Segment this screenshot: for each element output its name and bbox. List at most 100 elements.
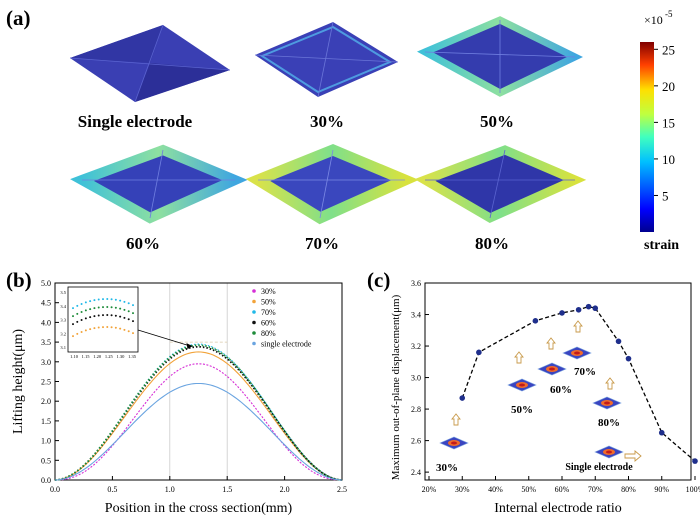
up-arrow-icon — [514, 351, 524, 364]
y-tick-label: 2.5 — [41, 378, 51, 387]
plot-frame — [424, 282, 692, 481]
inset-marker — [102, 314, 104, 317]
inset-x-tick-label: 1.35 — [128, 354, 137, 359]
y-tick-label: 3.4 — [411, 311, 421, 320]
displacement-point — [692, 458, 698, 464]
y-tick-label: 5.0 — [41, 279, 51, 288]
x-tick-label: 100% — [686, 485, 700, 494]
inset-marker — [110, 326, 113, 329]
y-tick-label: 3.6 — [411, 279, 421, 288]
inset-marker — [127, 310, 130, 313]
y-tick-label: 1.0 — [41, 437, 51, 446]
legend-marker — [252, 289, 256, 293]
inset-arrow-head — [186, 343, 193, 350]
y-tick-label: 4.5 — [41, 299, 51, 308]
panel-a-letter: (a) — [6, 6, 31, 30]
inset-marker — [106, 326, 109, 329]
x-tick-label: 50% — [521, 485, 536, 494]
legend-marker — [252, 299, 256, 304]
up-arrow-icon — [573, 320, 583, 333]
y-tick-label: 3.0 — [41, 358, 51, 367]
inset-marker — [106, 306, 109, 309]
legend-label: 70% — [261, 308, 276, 317]
displacement-point — [575, 306, 582, 313]
y-tick-label: 2.6 — [411, 437, 421, 446]
colorbar-tick-label: 10 — [662, 152, 675, 167]
inset-y-tick-label: 3.2 — [60, 331, 66, 336]
colorbar-tick-label: 15 — [662, 115, 675, 130]
y-axis-label: Lifting height(μm) — [11, 329, 26, 434]
inset-marker — [114, 298, 117, 301]
up-arrow-icon — [605, 377, 615, 390]
x-tick-label: 20% — [422, 485, 437, 494]
y-tick-label: 3.2 — [411, 342, 421, 351]
inset-marker — [80, 310, 83, 313]
annotation-60: 60% — [550, 384, 572, 396]
panel-c-letter: (c) — [367, 268, 391, 292]
legend-label: 80% — [261, 329, 276, 338]
inset-marker — [89, 308, 92, 311]
x-tick-label: 70% — [588, 485, 603, 494]
inset-marker — [72, 323, 74, 326]
inset-marker — [123, 316, 126, 319]
mini-plate-80 — [592, 396, 622, 410]
series-curve-singleelectrode — [54, 382, 343, 481]
inset-marker — [132, 320, 134, 323]
colorbar-exponent-power: -5 — [665, 9, 673, 19]
inset-x-tick-label: 1.15 — [82, 354, 91, 359]
inset-marker — [93, 327, 96, 330]
displacement-point — [592, 305, 599, 312]
inset-x-tick-label: 1.25 — [105, 354, 114, 359]
displacement-point — [532, 318, 539, 324]
inset-marker — [127, 302, 130, 305]
strain-colorbar: ×10 -5 25 20 15 10 5 — [640, 9, 675, 232]
inset-marker — [89, 328, 92, 331]
colorbar-tick-label: 5 — [662, 188, 669, 203]
inset-x-tick-label: 1.20 — [93, 354, 102, 359]
inset-marker — [72, 307, 74, 310]
plate-60-percent — [70, 144, 248, 224]
inset-marker — [119, 315, 122, 318]
inset-x-tick-label: 1.10 — [70, 354, 79, 359]
series-curve-60 — [54, 345, 343, 481]
inset-marker — [97, 314, 100, 317]
series-curve-80 — [54, 344, 343, 481]
plate-single-electrode — [69, 24, 231, 103]
inset-y-tick-label: 3.3 — [60, 318, 66, 323]
x-axis-label: Position in the cross section(mm) — [105, 501, 293, 516]
inset-y-tick-label: 3.1 — [60, 345, 66, 350]
x-tick-label: 2.0 — [280, 485, 290, 494]
displacement-point — [559, 310, 565, 316]
legend-marker — [252, 331, 256, 335]
displacement-point — [615, 338, 622, 345]
y-tick-label: 3.0 — [411, 374, 421, 383]
inset-x-tick-label: 1.30 — [116, 354, 125, 359]
mini-plate-30 — [439, 436, 469, 450]
inset-marker — [76, 332, 79, 335]
annotation-single-electrode: Single electrode — [565, 462, 633, 473]
plate-30-percent — [254, 21, 399, 98]
inset-marker — [89, 300, 92, 303]
mini-plate-60 — [537, 362, 567, 376]
inset-y-tick-label: 3.4 — [60, 304, 66, 309]
inset-marker — [123, 300, 126, 303]
x-tick-label: 1.0 — [165, 485, 175, 494]
inset-marker — [127, 330, 130, 333]
y-axis-label: Maximum out-of-plane displacement(μm) — [390, 294, 402, 480]
inset-marker — [72, 315, 74, 318]
plate-70-percent — [245, 144, 419, 225]
inset-marker — [84, 317, 87, 320]
y-tick-label: 0.0 — [41, 476, 51, 485]
displacement-point — [658, 429, 665, 436]
annotation-80: 80% — [598, 417, 620, 429]
inset-marker — [80, 302, 83, 305]
inset-marker — [106, 314, 109, 317]
y-tick-label: 1.5 — [41, 417, 51, 426]
inset-marker — [102, 326, 104, 329]
inset-marker — [119, 307, 122, 310]
mini-plate-single — [594, 445, 624, 459]
inset-marker — [93, 315, 96, 318]
legend-label: single electrode — [261, 340, 312, 349]
inset-marker — [76, 320, 79, 323]
colorbar-tick-label: 25 — [662, 42, 675, 57]
